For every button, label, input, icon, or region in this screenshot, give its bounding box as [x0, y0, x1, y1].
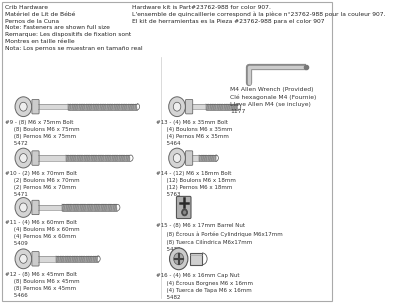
- Bar: [62, 204, 117, 211]
- FancyBboxPatch shape: [186, 99, 193, 114]
- Circle shape: [15, 97, 32, 117]
- Bar: [38, 104, 68, 110]
- Circle shape: [15, 198, 32, 217]
- Circle shape: [15, 148, 32, 168]
- Text: #14 - (12) M6 x 18mm Bolt
      (12) Boulons M6 x 18mm
      (12) Pernos M6 x 18: #14 - (12) M6 x 18mm Bolt (12) Boulons M…: [156, 171, 236, 197]
- Circle shape: [20, 255, 27, 263]
- Circle shape: [169, 148, 185, 168]
- FancyBboxPatch shape: [32, 200, 39, 215]
- Bar: [56, 256, 98, 262]
- Text: #16 - (4) M6 x 16mm Cap Nut
      (4) Écrous Borgnes M6 x 16mm
      (4) Tuerca : #16 - (4) M6 x 16mm Cap Nut (4) Écrous B…: [156, 273, 253, 300]
- FancyBboxPatch shape: [32, 151, 39, 165]
- Bar: [206, 103, 238, 110]
- Circle shape: [173, 102, 181, 111]
- Bar: [199, 155, 216, 161]
- Text: #9 - (8) M6 x 75mm Bolt
     (8) Boulons M6 x 75mm
     (8) Pernos M6 x 75mm
   : #9 - (8) M6 x 75mm Bolt (8) Boulons M6 x…: [5, 119, 80, 146]
- Circle shape: [20, 203, 27, 212]
- FancyBboxPatch shape: [32, 99, 39, 114]
- Text: Crib Hardware
Matériel de Lit de Bébé
Pernos de la Cuna
Note: Fasteners are show: Crib Hardware Matériel de Lit de Bébé Pe…: [5, 5, 143, 51]
- Bar: [38, 155, 66, 161]
- FancyBboxPatch shape: [186, 151, 193, 165]
- Bar: [192, 155, 199, 161]
- Circle shape: [182, 209, 188, 216]
- Circle shape: [173, 154, 181, 162]
- Text: #15 - (8) M6 x 17mm Barrel Nut
      (8) Écrous à Portée Cylindrique M6x17mm
   : #15 - (8) M6 x 17mm Barrel Nut (8) Écrou…: [156, 223, 283, 252]
- Text: M4 Allen Wrench (Provided)
Clé hexagonale M4 (Fournie)
Llave Allen M4 (se incluy: M4 Allen Wrench (Provided) Clé hexagonal…: [230, 87, 317, 114]
- Bar: [190, 253, 202, 265]
- FancyBboxPatch shape: [32, 252, 39, 266]
- Text: Hardware kit is Part#23762-988 for color 907.
L'ensemble de quincaillerie corres: Hardware kit is Part#23762-988 for color…: [132, 5, 386, 24]
- Circle shape: [183, 211, 186, 214]
- Bar: [66, 155, 130, 161]
- FancyBboxPatch shape: [176, 196, 191, 219]
- Circle shape: [169, 97, 185, 117]
- Circle shape: [170, 248, 188, 270]
- Circle shape: [174, 253, 184, 265]
- Bar: [38, 256, 56, 262]
- Text: #12 - (8) M6 x 45mm Bolt
     (8) Boulons M6 x 45mm
     (8) Pernos M6 x 45mm
  : #12 - (8) M6 x 45mm Bolt (8) Boulons M6 …: [5, 272, 80, 298]
- Text: #11 - (4) M6 x 60mm Bolt
     (4) Boulons M6 x 60mm
     (4) Pernos M6 x 60mm
  : #11 - (4) M6 x 60mm Bolt (4) Boulons M6 …: [5, 220, 80, 246]
- Bar: [68, 103, 137, 110]
- Bar: [38, 205, 62, 210]
- Circle shape: [20, 154, 27, 162]
- Text: #13 - (4) M6 x 35mm Bolt
      (4) Boulons M6 x 35mm
      (4) Pernos M6 x 35mm
: #13 - (4) M6 x 35mm Bolt (4) Boulons M6 …: [156, 119, 232, 146]
- Text: #10 - (2) M6 x 70mm Bolt
     (2) Boulons M6 x 70mm
     (2) Pernos M6 x 70mm
  : #10 - (2) M6 x 70mm Bolt (2) Boulons M6 …: [5, 171, 80, 197]
- Bar: [192, 104, 206, 110]
- Circle shape: [15, 249, 32, 269]
- Circle shape: [20, 102, 27, 111]
